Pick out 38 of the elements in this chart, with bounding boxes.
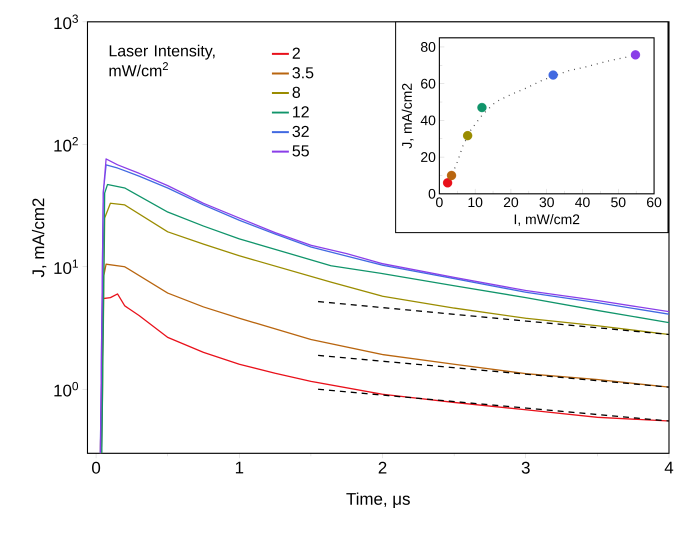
legend-title: Laser Intensity, mW/cm$^{2}$ bbox=[109, 44, 215, 76]
x-tick-label: 4 bbox=[664, 462, 674, 474]
y-tick-label: 10$^{3}$ bbox=[54, 14, 78, 30]
x-tick-label: 3 bbox=[522, 462, 530, 474]
x-tick-label: 40 bbox=[575, 197, 590, 208]
x-tick-label: 10 bbox=[468, 197, 482, 208]
y-tick-label: 0 bbox=[428, 189, 436, 199]
x-tick-label: 50 bbox=[611, 197, 626, 208]
x-axis-title: I, mW/cm2 bbox=[514, 214, 580, 226]
y-tick-label: 10$^{0}$ bbox=[54, 382, 78, 397]
y-axis-title: J, mA/cm2 bbox=[402, 84, 414, 149]
point bbox=[462, 131, 472, 140]
point bbox=[477, 102, 487, 112]
y-tick-label: 40 bbox=[420, 116, 436, 126]
y-tick-label: 80 bbox=[420, 42, 436, 52]
y-axis-title: J, mA/cm2 bbox=[32, 198, 46, 278]
y-tick-label: 20 bbox=[421, 152, 436, 162]
point bbox=[446, 170, 456, 180]
point bbox=[630, 50, 640, 60]
x-axis-title: Time, μs bbox=[346, 492, 410, 508]
x-tick-label: 2 bbox=[378, 462, 386, 474]
x-tick-label: 0 bbox=[92, 462, 100, 474]
point bbox=[442, 178, 452, 188]
legend-label: 55 bbox=[292, 145, 309, 157]
x-tick-label: 60 bbox=[647, 197, 662, 208]
legend-label: 32 bbox=[292, 126, 309, 138]
legend-label: 12 bbox=[293, 106, 309, 118]
x-tick-label: 0 bbox=[436, 197, 443, 208]
x-tick-label: 20 bbox=[504, 197, 518, 208]
legend-label: 2 bbox=[292, 48, 300, 59]
legend-label: 8 bbox=[292, 86, 300, 98]
y-tick-label: 10$^{2}$ bbox=[54, 137, 78, 152]
y-tick-label: 10$^{1}$ bbox=[54, 260, 78, 274]
legend-label: 3.5 bbox=[292, 67, 314, 79]
x-tick-label: 1 bbox=[236, 462, 244, 474]
y-tick-label: 60 bbox=[421, 78, 436, 89]
point bbox=[548, 70, 558, 80]
x-tick-label: 30 bbox=[540, 197, 554, 208]
